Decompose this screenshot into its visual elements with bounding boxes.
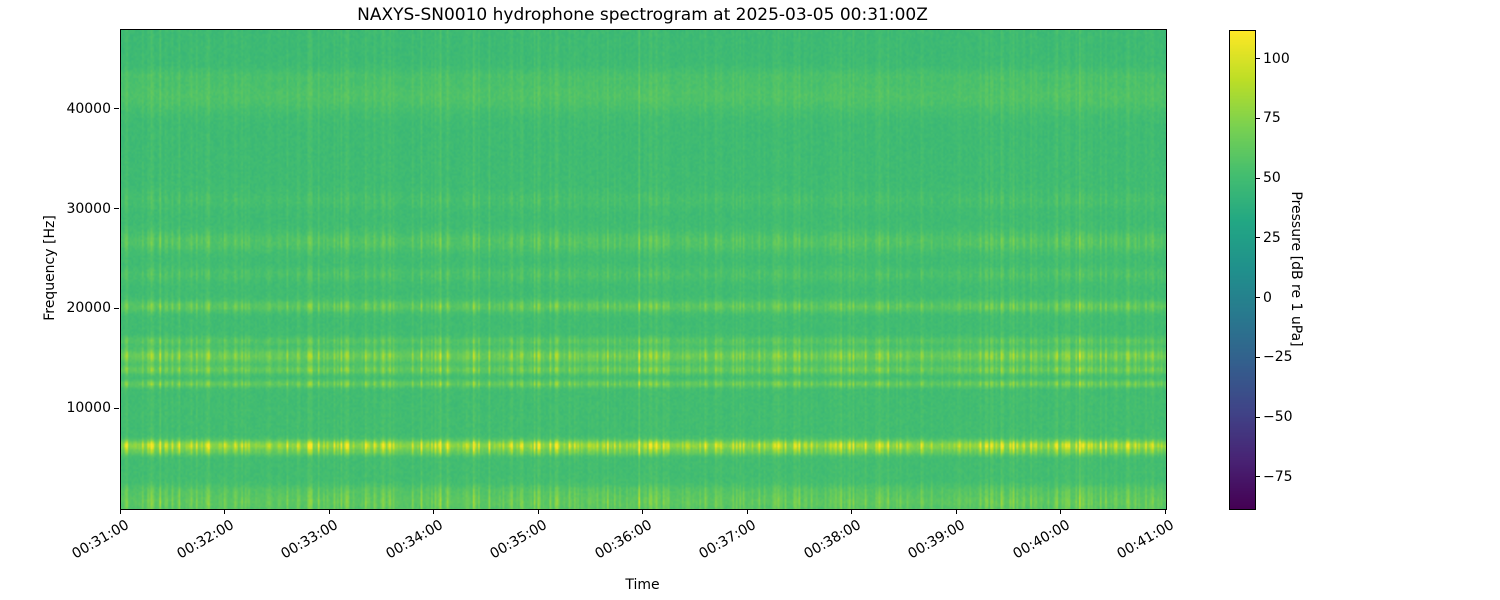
x-tick-mark bbox=[537, 509, 539, 514]
y-tick-mark bbox=[114, 108, 119, 110]
colorbar-tick-label: −50 bbox=[1263, 409, 1293, 426]
x-tick-mark bbox=[328, 509, 330, 514]
y-tick-mark bbox=[114, 307, 119, 309]
x-tick-label: 00:33:00 bbox=[278, 517, 341, 563]
y-axis-label: Frequency [Hz] bbox=[42, 215, 58, 321]
x-tick-label: 00:32:00 bbox=[174, 517, 237, 563]
colorbar-tick-mark bbox=[1255, 416, 1260, 418]
colorbar-tick-mark bbox=[1255, 177, 1260, 179]
x-tick-mark bbox=[642, 509, 643, 514]
colorbar bbox=[1229, 30, 1256, 510]
x-tick-label: 00:36:00 bbox=[592, 517, 655, 563]
x-tick-mark bbox=[955, 509, 957, 514]
colorbar-tick-label: 100 bbox=[1263, 50, 1290, 67]
colorbar-tick-mark bbox=[1255, 58, 1260, 60]
y-tick-mark bbox=[114, 407, 119, 409]
colorbar-tick-mark bbox=[1255, 297, 1260, 299]
y-tick-label: 30000 bbox=[66, 200, 111, 217]
colorbar-tick-mark bbox=[1255, 476, 1260, 478]
y-tick-label: 20000 bbox=[66, 300, 111, 317]
x-tick-label: 00:31:00 bbox=[69, 517, 132, 563]
y-tick-label: 40000 bbox=[66, 100, 111, 117]
y-tick-label: 10000 bbox=[66, 400, 111, 417]
x-tick-label: 00:39:00 bbox=[905, 517, 968, 563]
x-tick-mark bbox=[851, 509, 852, 514]
colorbar-gradient bbox=[1230, 31, 1255, 509]
colorbar-tick-mark bbox=[1255, 356, 1260, 358]
x-tick-label: 00:38:00 bbox=[801, 517, 864, 563]
y-tick-mark bbox=[114, 208, 119, 210]
colorbar-tick-label: 25 bbox=[1263, 229, 1281, 246]
spectrogram-heatmap bbox=[121, 30, 1166, 509]
plot-title: NAXYS-SN0010 hydrophone spectrogram at 2… bbox=[357, 5, 928, 25]
colorbar-tick-label: 0 bbox=[1263, 289, 1272, 306]
x-tick-label: 00:37:00 bbox=[696, 517, 759, 563]
x-tick-label: 00:35:00 bbox=[487, 517, 550, 563]
colorbar-tick-label: −75 bbox=[1263, 468, 1293, 485]
x-axis-label: Time bbox=[625, 577, 660, 593]
x-tick-label: 00:41:00 bbox=[1114, 517, 1177, 563]
x-tick-mark bbox=[746, 509, 748, 514]
colorbar-tick-label: −25 bbox=[1263, 349, 1293, 366]
colorbar-tick-label: 75 bbox=[1263, 110, 1281, 127]
plot-area bbox=[120, 29, 1167, 510]
x-tick-mark bbox=[1060, 509, 1061, 514]
colorbar-tick-mark bbox=[1255, 237, 1260, 239]
colorbar-tick-label: 50 bbox=[1263, 170, 1281, 187]
x-tick-mark bbox=[224, 509, 225, 514]
x-tick-mark bbox=[119, 509, 121, 514]
x-tick-mark bbox=[433, 509, 434, 514]
colorbar-tick-mark bbox=[1255, 117, 1260, 119]
x-tick-mark bbox=[1164, 509, 1166, 514]
x-tick-label: 00:34:00 bbox=[383, 517, 446, 563]
colorbar-label: Pressure [dB re 1 uPa] bbox=[1288, 191, 1304, 347]
x-tick-label: 00:40:00 bbox=[1010, 517, 1073, 563]
